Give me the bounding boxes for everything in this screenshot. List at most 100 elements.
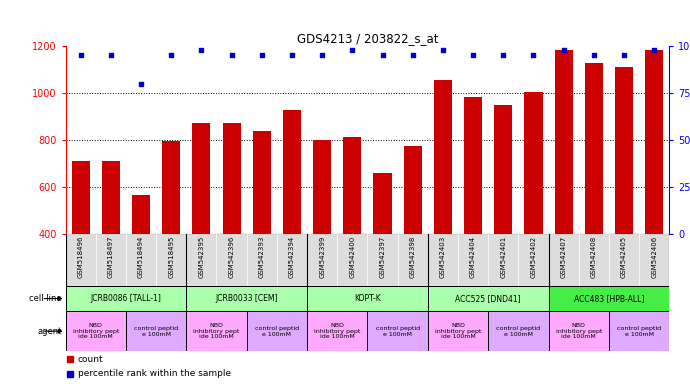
Text: NBD
inhibitory pept
ide 100mM: NBD inhibitory pept ide 100mM	[555, 323, 602, 339]
Bar	[66, 286, 186, 311]
Bar	[367, 311, 428, 351]
Text: GSM542404: GSM542404	[470, 236, 476, 278]
Text: GSM542397: GSM542397	[380, 236, 386, 278]
Bar	[307, 286, 428, 311]
Text: control peptid
e 100mM: control peptid e 100mM	[617, 326, 661, 337]
Bar	[373, 173, 392, 234]
Text: JCRB0086 [TALL-1]: JCRB0086 [TALL-1]	[90, 294, 161, 303]
Bar	[367, 234, 397, 286]
Point	[437, 47, 448, 53]
Point	[317, 52, 328, 58]
Point	[347, 47, 358, 53]
Text: GSM542399: GSM542399	[319, 236, 325, 278]
Point	[377, 52, 388, 58]
Text: agent: agent	[38, 327, 62, 336]
Text: count: count	[77, 355, 104, 364]
Point	[558, 47, 569, 53]
Bar	[428, 234, 458, 286]
Text: NBD
inhibitory pept
ide 100mM: NBD inhibitory pept ide 100mM	[435, 323, 481, 339]
Text: GSM518497: GSM518497	[108, 236, 114, 278]
Text: ACC483 [HPB-ALL]: ACC483 [HPB-ALL]	[574, 294, 644, 303]
Text: GSM542403: GSM542403	[440, 236, 446, 278]
Bar	[307, 234, 337, 286]
Bar	[186, 286, 307, 311]
Text: GSM542408: GSM542408	[591, 236, 597, 278]
Bar	[277, 234, 307, 286]
Point	[196, 47, 207, 53]
Bar	[72, 161, 90, 234]
Bar	[404, 146, 422, 234]
Point	[256, 52, 267, 58]
Text: GSM542395: GSM542395	[199, 236, 204, 278]
Bar	[217, 234, 247, 286]
Text: control peptid
e 100mM: control peptid e 100mM	[255, 326, 299, 337]
Bar	[132, 195, 150, 234]
Bar	[313, 140, 331, 234]
Point	[286, 52, 297, 58]
Bar	[193, 122, 210, 234]
Bar	[186, 311, 247, 351]
Bar	[494, 105, 512, 234]
Text: GSM518495: GSM518495	[168, 236, 174, 278]
Point	[166, 52, 177, 58]
Bar	[102, 161, 120, 234]
Point	[497, 52, 509, 58]
Text: JCRB0033 [CEM]: JCRB0033 [CEM]	[215, 294, 278, 303]
Bar	[464, 97, 482, 234]
Bar	[307, 311, 367, 351]
Bar	[458, 234, 489, 286]
Point	[649, 47, 660, 53]
Text: GSM542405: GSM542405	[621, 236, 627, 278]
Point	[106, 52, 117, 58]
Point	[135, 81, 146, 87]
Text: GSM542400: GSM542400	[349, 236, 355, 278]
Bar	[579, 234, 609, 286]
Text: NBD
inhibitory pept
ide 100mM: NBD inhibitory pept ide 100mM	[314, 323, 360, 339]
Text: control peptid
e 100mM: control peptid e 100mM	[375, 326, 420, 337]
Text: GSM542402: GSM542402	[531, 236, 536, 278]
Bar	[549, 234, 579, 286]
Bar	[609, 234, 639, 286]
Bar	[156, 234, 186, 286]
Text: cell line: cell line	[30, 294, 62, 303]
Bar	[615, 67, 633, 234]
Text: GSM542398: GSM542398	[410, 236, 415, 278]
Bar	[253, 131, 270, 234]
Text: GSM518496: GSM518496	[78, 236, 83, 278]
Bar	[96, 234, 126, 286]
Text: ACC525 [DND41]: ACC525 [DND41]	[455, 294, 521, 303]
Bar	[66, 311, 126, 351]
Bar	[549, 286, 669, 311]
Point	[407, 52, 418, 58]
Bar	[524, 92, 542, 234]
Point	[468, 52, 479, 58]
Text: NBD
inhibitory pept
ide 100mM: NBD inhibitory pept ide 100mM	[193, 323, 239, 339]
Bar	[126, 234, 156, 286]
Text: GSM518494: GSM518494	[138, 236, 144, 278]
Bar	[609, 311, 669, 351]
Bar	[639, 234, 669, 286]
Text: KOPT-K: KOPT-K	[354, 294, 381, 303]
Bar	[555, 50, 573, 234]
Bar	[126, 311, 186, 351]
Title: GDS4213 / 203822_s_at: GDS4213 / 203822_s_at	[297, 32, 438, 45]
Bar	[645, 50, 663, 234]
Point	[528, 52, 539, 58]
Bar	[222, 122, 241, 234]
Text: GSM542393: GSM542393	[259, 236, 265, 278]
Text: GSM542396: GSM542396	[228, 236, 235, 278]
Point	[618, 52, 629, 58]
Text: GSM542394: GSM542394	[289, 236, 295, 278]
Bar	[428, 286, 549, 311]
Bar	[247, 234, 277, 286]
Bar	[66, 234, 96, 286]
Bar	[344, 137, 362, 234]
Bar	[337, 234, 367, 286]
Bar	[489, 234, 518, 286]
Point	[226, 52, 237, 58]
Bar	[247, 311, 307, 351]
Point	[589, 52, 600, 58]
Text: control peptid
e 100mM: control peptid e 100mM	[496, 326, 540, 337]
Bar	[518, 234, 549, 286]
Text: percentile rank within the sample: percentile rank within the sample	[77, 369, 230, 378]
